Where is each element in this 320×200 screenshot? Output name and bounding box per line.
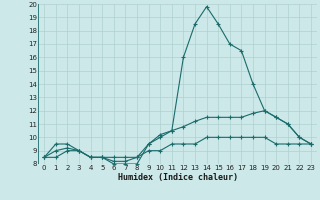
X-axis label: Humidex (Indice chaleur): Humidex (Indice chaleur) [118, 173, 238, 182]
